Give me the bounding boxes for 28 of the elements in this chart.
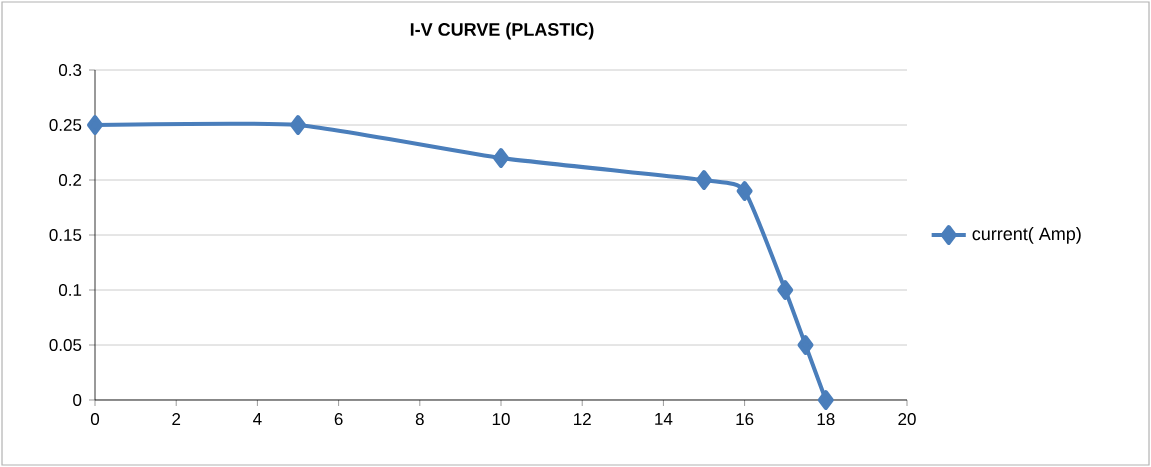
x-tick-label: 4 [253,413,262,425]
point [696,170,713,191]
y-tick-label: 0.1 [58,284,82,297]
x-tick-label: 20 [898,413,916,426]
legend-label: current( Amp) [972,226,1081,244]
x-tick-label: 14 [655,413,673,425]
point [777,280,794,300]
point [817,390,834,410]
x-tick-label: 10 [492,413,510,426]
y-tick-label: 0.15 [49,229,82,242]
point [797,335,814,355]
x-tick-label: 12 [574,413,591,425]
x-tick-label: 8 [415,413,424,426]
point [493,148,509,168]
x-tick-label: 18 [817,413,835,426]
y-tick-label: 0.05 [49,339,82,352]
point [290,115,307,135]
x-tick-label: 16 [736,413,754,426]
point [87,115,104,135]
y-tick-label: 0 [73,394,82,407]
y-tick-label: 0.25 [49,119,82,132]
point [736,181,753,202]
x-tick-label: 6 [334,413,343,426]
x-tick-label: 2 [172,413,181,425]
y-tick-label: 0.3 [58,64,82,77]
y-tick-label: 0.2 [58,174,82,187]
chart-title: I-V CURVE (PLASTIC) [410,22,594,40]
x-tick-label: 0 [90,413,100,426]
